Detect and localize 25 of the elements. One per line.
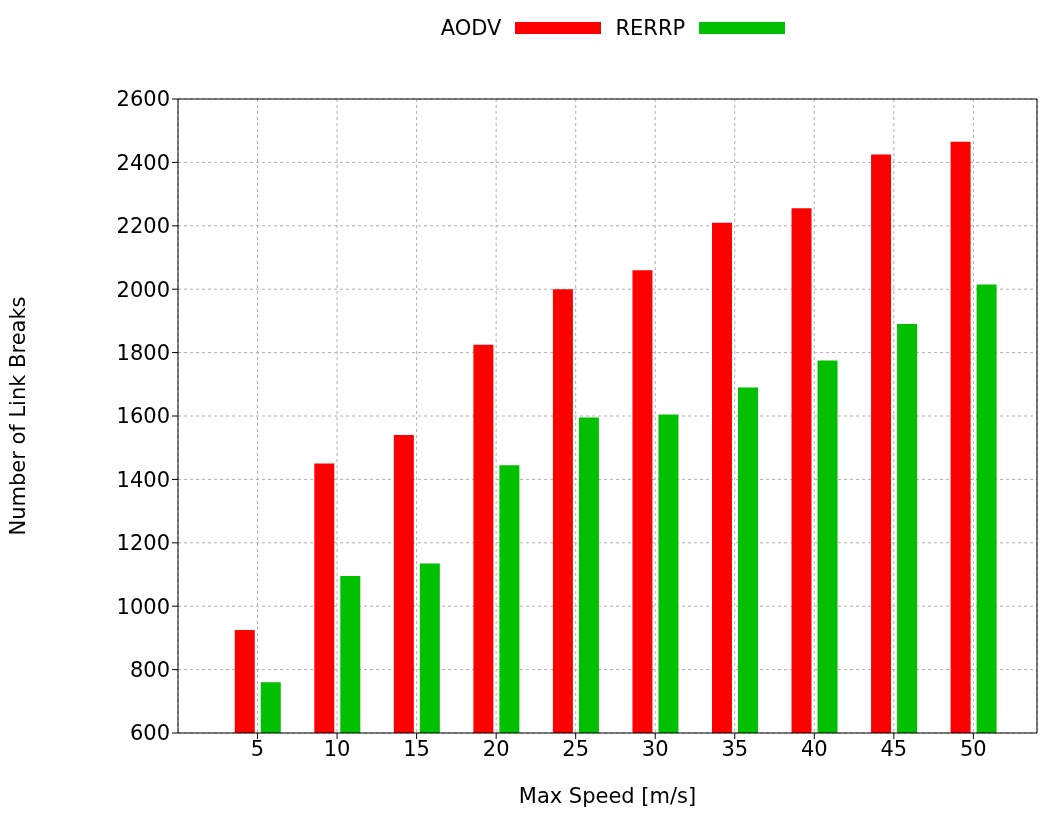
- x-tick-label: 25: [562, 736, 590, 761]
- y-tick-label: 1000: [116, 594, 170, 619]
- y-tick-label: 1400: [116, 467, 170, 492]
- x-tick-label: 40: [800, 736, 828, 761]
- y-tick-label: 1600: [116, 404, 170, 429]
- y-tick-label: 1800: [116, 341, 170, 366]
- y-tick-label: 1200: [116, 531, 170, 556]
- x-tick-label: 15: [403, 736, 430, 761]
- y-tick-label: 2600: [116, 87, 170, 112]
- x-tick-label: 30: [641, 736, 669, 761]
- x-tick-label: 45: [880, 736, 908, 761]
- x-tick-label: 35: [721, 736, 749, 761]
- y-tick-label: 2000: [116, 277, 170, 302]
- legend-label: AODV: [440, 16, 502, 40]
- x-tick-label: 5: [250, 736, 265, 761]
- y-tick-label: 600: [129, 721, 170, 746]
- legend-label: RERRP: [615, 16, 686, 40]
- x-tick-label: 50: [960, 736, 987, 761]
- y-axis-title: Number of Link Breaks: [6, 296, 31, 536]
- x-tick-label: 10: [323, 736, 351, 761]
- y-tick-label: 2200: [116, 214, 170, 239]
- x-tick-label: 20: [482, 736, 510, 761]
- y-tick-label: 800: [129, 658, 170, 683]
- x-axis-title: Max Speed [m/s]: [518, 784, 697, 808]
- y-tick-label: 2400: [116, 150, 170, 175]
